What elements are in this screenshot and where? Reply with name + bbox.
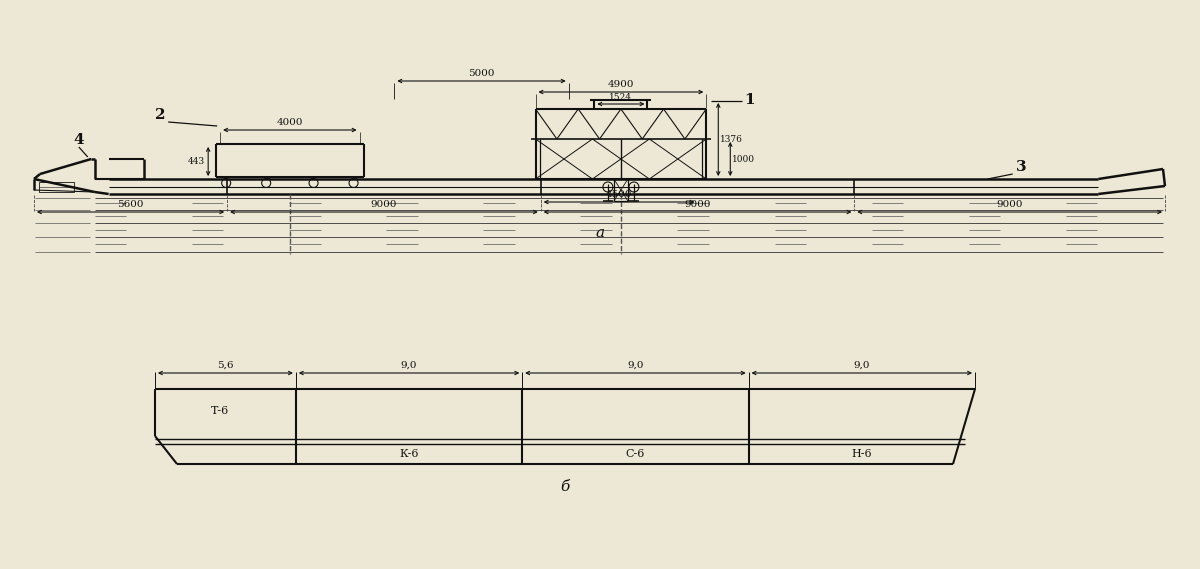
Text: 9,0: 9,0 [401, 361, 418, 370]
Text: Н-6: Н-6 [852, 449, 872, 459]
Text: 443: 443 [188, 157, 205, 166]
Text: б: б [560, 480, 570, 494]
Text: 9,0: 9,0 [628, 361, 643, 370]
Text: 9,0: 9,0 [853, 361, 870, 370]
Text: 4000: 4000 [277, 118, 304, 127]
Text: Т-6: Т-6 [211, 406, 229, 416]
Text: 3: 3 [1015, 160, 1026, 174]
Text: С-6: С-6 [625, 449, 646, 459]
Text: 1524: 1524 [610, 93, 632, 102]
Text: 1376: 1376 [720, 135, 743, 144]
Text: 1000: 1000 [732, 155, 755, 163]
Text: 4: 4 [74, 133, 84, 147]
Bar [614, 179, 628, 201]
Text: а: а [595, 226, 605, 240]
Text: 9000: 9000 [996, 200, 1022, 209]
Text: 2: 2 [155, 108, 166, 122]
Text: 9000: 9000 [371, 200, 397, 209]
Text: 9000: 9000 [684, 200, 710, 209]
Text: К-6: К-6 [400, 449, 419, 459]
Text: 5600: 5600 [118, 200, 144, 209]
Text: 4900: 4900 [607, 80, 634, 89]
Text: 4500: 4500 [606, 190, 632, 199]
Text: 5000: 5000 [468, 69, 494, 78]
Bar [38, 182, 74, 192]
Text: 1: 1 [744, 93, 755, 107]
Text: 5,6: 5,6 [217, 361, 234, 370]
